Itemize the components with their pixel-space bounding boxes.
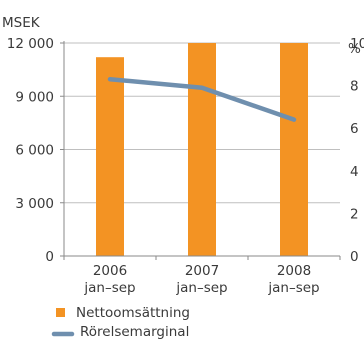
x-tick-label-period-0: jan–sep (83, 280, 135, 296)
bar-series (96, 43, 308, 257)
bar-0 (96, 57, 124, 257)
right-tick-label-2: 4 (350, 164, 359, 180)
legend-bar-swatch (56, 308, 65, 317)
right-tick-label-3: 6 (350, 121, 359, 137)
right-axis-ticks: 0 2 4 6 8 10 (350, 36, 364, 265)
right-tick-label-5: 10 (350, 36, 364, 52)
legend-line-label: Rörelsemarginal (80, 324, 189, 340)
axes (60, 41, 341, 260)
line-series (107, 76, 297, 122)
right-tick-label-1: 2 (350, 206, 359, 222)
left-axis-unit: MSEK (2, 15, 41, 31)
left-tick-label-0: 0 (45, 249, 54, 265)
left-tick-label-2: 6 000 (15, 143, 54, 159)
x-tick-label-period-2: jan–sep (267, 280, 319, 296)
legend-bar-label: Nettoomsättning (76, 305, 190, 321)
x-tick-label-year-0: 2006 (93, 263, 127, 279)
right-axis-unit: % (348, 41, 361, 57)
right-tick-label-0: 0 (350, 249, 359, 265)
left-tick-label-4: 12 000 (7, 36, 54, 52)
bar-1 (188, 43, 216, 256)
left-tick-label-1: 3 000 (15, 196, 54, 212)
bar-2 (280, 43, 308, 256)
left-tick-label-3: 9 000 (15, 89, 54, 105)
x-tick-label-period-1: jan–sep (175, 280, 227, 296)
left-axis-ticks: 0 3 000 6 000 9 000 12 000 (7, 36, 54, 265)
x-tick-label-year-1: 2007 (185, 263, 219, 279)
legend: Nettoomsättning Rörelsemarginal (51, 305, 190, 340)
x-tick-label-year-2: 2008 (277, 263, 311, 279)
right-tick-label-4: 8 (350, 79, 359, 95)
